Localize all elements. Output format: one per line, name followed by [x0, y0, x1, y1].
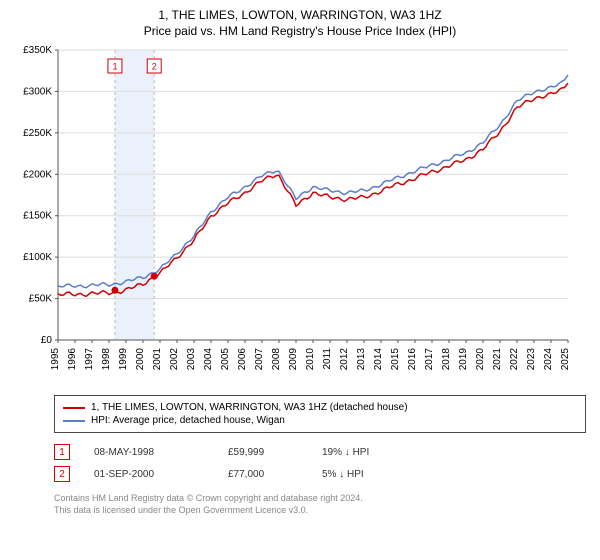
- legend-swatch: [63, 407, 85, 409]
- svg-text:2023: 2023: [526, 348, 537, 371]
- attribution-line: Contains HM Land Registry data © Crown c…: [54, 493, 586, 505]
- svg-text:2014: 2014: [373, 348, 384, 371]
- svg-text:1998: 1998: [101, 348, 112, 371]
- svg-text:2016: 2016: [407, 348, 418, 371]
- transaction-date: 08-MAY-1998: [94, 447, 204, 458]
- svg-text:£0: £0: [41, 335, 53, 346]
- chart-container: 1, THE LIMES, LOWTON, WARRINGTON, WA3 1H…: [0, 0, 600, 526]
- svg-text:2001: 2001: [152, 348, 163, 371]
- svg-text:2012: 2012: [339, 348, 350, 371]
- legend-swatch: [63, 420, 85, 422]
- svg-text:2003: 2003: [186, 348, 197, 371]
- svg-text:1996: 1996: [67, 348, 78, 371]
- svg-text:2002: 2002: [169, 348, 180, 371]
- attribution-line: This data is licensed under the Open Gov…: [54, 505, 586, 517]
- svg-text:2018: 2018: [441, 348, 452, 371]
- transaction-row: 2 01-SEP-2000 £77,000 5% ↓ HPI: [54, 463, 586, 485]
- legend-label: 1, THE LIMES, LOWTON, WARRINGTON, WA3 1H…: [91, 402, 408, 413]
- svg-text:2006: 2006: [237, 348, 248, 371]
- svg-text:£200K: £200K: [23, 169, 52, 180]
- svg-text:2022: 2022: [509, 348, 520, 371]
- transaction-delta: 19% ↓ HPI: [322, 447, 412, 458]
- transaction-badge: 2: [54, 466, 70, 482]
- legend-label: HPI: Average price, detached house, Wiga…: [91, 415, 285, 426]
- svg-text:2013: 2013: [356, 348, 367, 371]
- svg-text:1997: 1997: [84, 348, 95, 371]
- svg-text:1: 1: [112, 62, 117, 72]
- svg-text:£50K: £50K: [29, 294, 53, 305]
- svg-text:2009: 2009: [288, 348, 299, 371]
- line-chart: £0 £50K £100K £150K £200K £250K £300K £350K 1995…: [14, 44, 574, 384]
- transaction-price: £77,000: [228, 469, 298, 480]
- attribution: Contains HM Land Registry data © Crown c…: [54, 493, 586, 516]
- svg-text:2007: 2007: [254, 348, 265, 371]
- transaction-row: 1 08-MAY-1998 £59,999 19% ↓ HPI: [54, 441, 586, 463]
- svg-text:£250K: £250K: [23, 128, 52, 139]
- svg-text:2020: 2020: [475, 348, 486, 371]
- legend-row: HPI: Average price, detached house, Wiga…: [63, 414, 577, 427]
- legend: 1, THE LIMES, LOWTON, WARRINGTON, WA3 1H…: [54, 395, 586, 433]
- svg-text:2004: 2004: [203, 348, 214, 371]
- svg-text:£350K: £350K: [23, 45, 52, 56]
- svg-text:2: 2: [152, 62, 157, 72]
- chart-area: £0 £50K £100K £150K £200K £250K £300K £350K 1995…: [14, 44, 586, 389]
- svg-text:1999: 1999: [118, 348, 129, 371]
- svg-text:2019: 2019: [458, 348, 469, 371]
- svg-text:£150K: £150K: [23, 211, 52, 222]
- svg-text:2024: 2024: [543, 348, 554, 371]
- svg-text:2005: 2005: [220, 348, 231, 371]
- legend-row: 1, THE LIMES, LOWTON, WARRINGTON, WA3 1H…: [63, 401, 577, 414]
- transaction-delta: 5% ↓ HPI: [322, 469, 412, 480]
- svg-text:1995: 1995: [50, 348, 61, 371]
- svg-text:2015: 2015: [390, 348, 401, 371]
- chart-title: 1, THE LIMES, LOWTON, WARRINGTON, WA3 1H…: [14, 8, 586, 22]
- svg-text:£100K: £100K: [23, 252, 52, 263]
- chart-subtitle: Price paid vs. HM Land Registry's House …: [14, 24, 586, 38]
- transaction-badge: 1: [54, 444, 70, 460]
- transaction-price: £59,999: [228, 447, 298, 458]
- svg-text:2017: 2017: [424, 348, 435, 371]
- svg-text:2000: 2000: [135, 348, 146, 371]
- svg-text:2008: 2008: [271, 348, 282, 371]
- svg-text:2010: 2010: [305, 348, 316, 371]
- svg-text:£300K: £300K: [23, 86, 52, 97]
- transaction-date: 01-SEP-2000: [94, 469, 204, 480]
- svg-text:2025: 2025: [560, 348, 571, 371]
- svg-text:2011: 2011: [322, 348, 333, 370]
- svg-text:2021: 2021: [492, 348, 503, 371]
- transactions-table: 1 08-MAY-1998 £59,999 19% ↓ HPI 2 01-SEP-2000…: [54, 441, 586, 485]
